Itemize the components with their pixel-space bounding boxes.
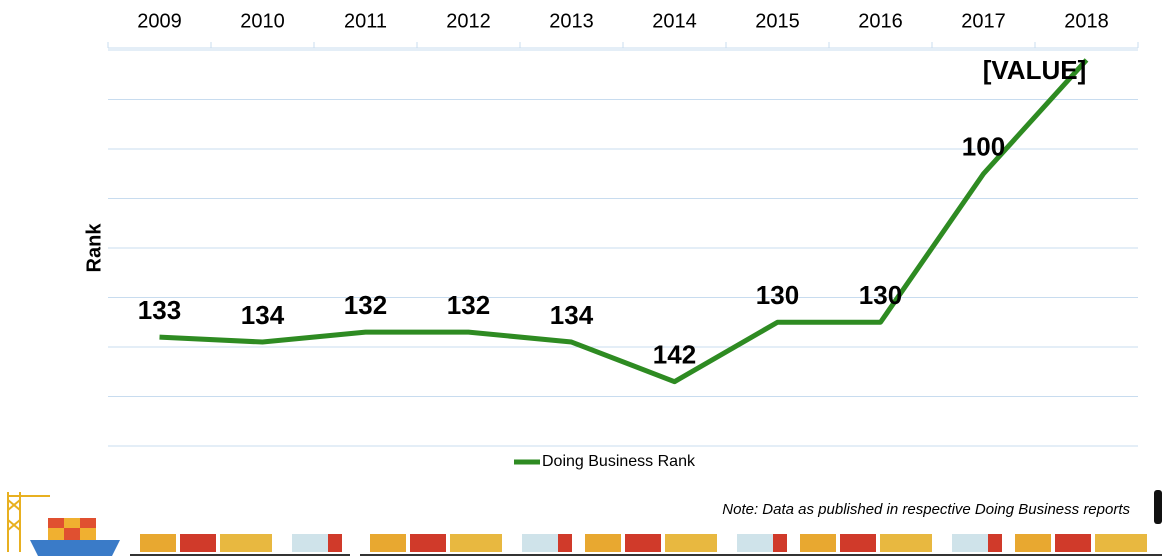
data-label: 130 [756,280,799,310]
line-series [160,60,1087,382]
edge-widget [1154,490,1162,524]
chart: Rank Note: Data as published in respecti… [0,0,1162,558]
x-tick-label: 2017 [961,10,1006,32]
y-axis-label: Rank [83,223,105,273]
data-label: 142 [653,340,696,370]
x-tick-label: 2015 [755,10,800,32]
data-label: 132 [344,290,387,320]
data-label: 134 [550,300,594,330]
data-label: 100 [962,132,1005,162]
x-tick-label: 2013 [549,10,594,32]
x-tick-label: 2016 [858,10,903,32]
data-label: 133 [138,295,181,325]
x-tick-label: 2009 [137,10,182,32]
x-tick-label: 2012 [446,10,491,32]
x-tick-label: 2011 [344,10,387,32]
data-label: 132 [447,290,490,320]
note: Note: Data as published in respective Do… [722,501,1130,518]
data-label: 130 [859,280,902,310]
x-tick-label: 2018 [1064,10,1109,32]
legend-label: Doing Business Rank [542,453,696,470]
data-label: 134 [241,300,285,330]
data-label: [VALUE] [983,55,1087,85]
x-tick-label: 2010 [240,10,285,32]
x-tick-label: 2014 [652,10,697,32]
